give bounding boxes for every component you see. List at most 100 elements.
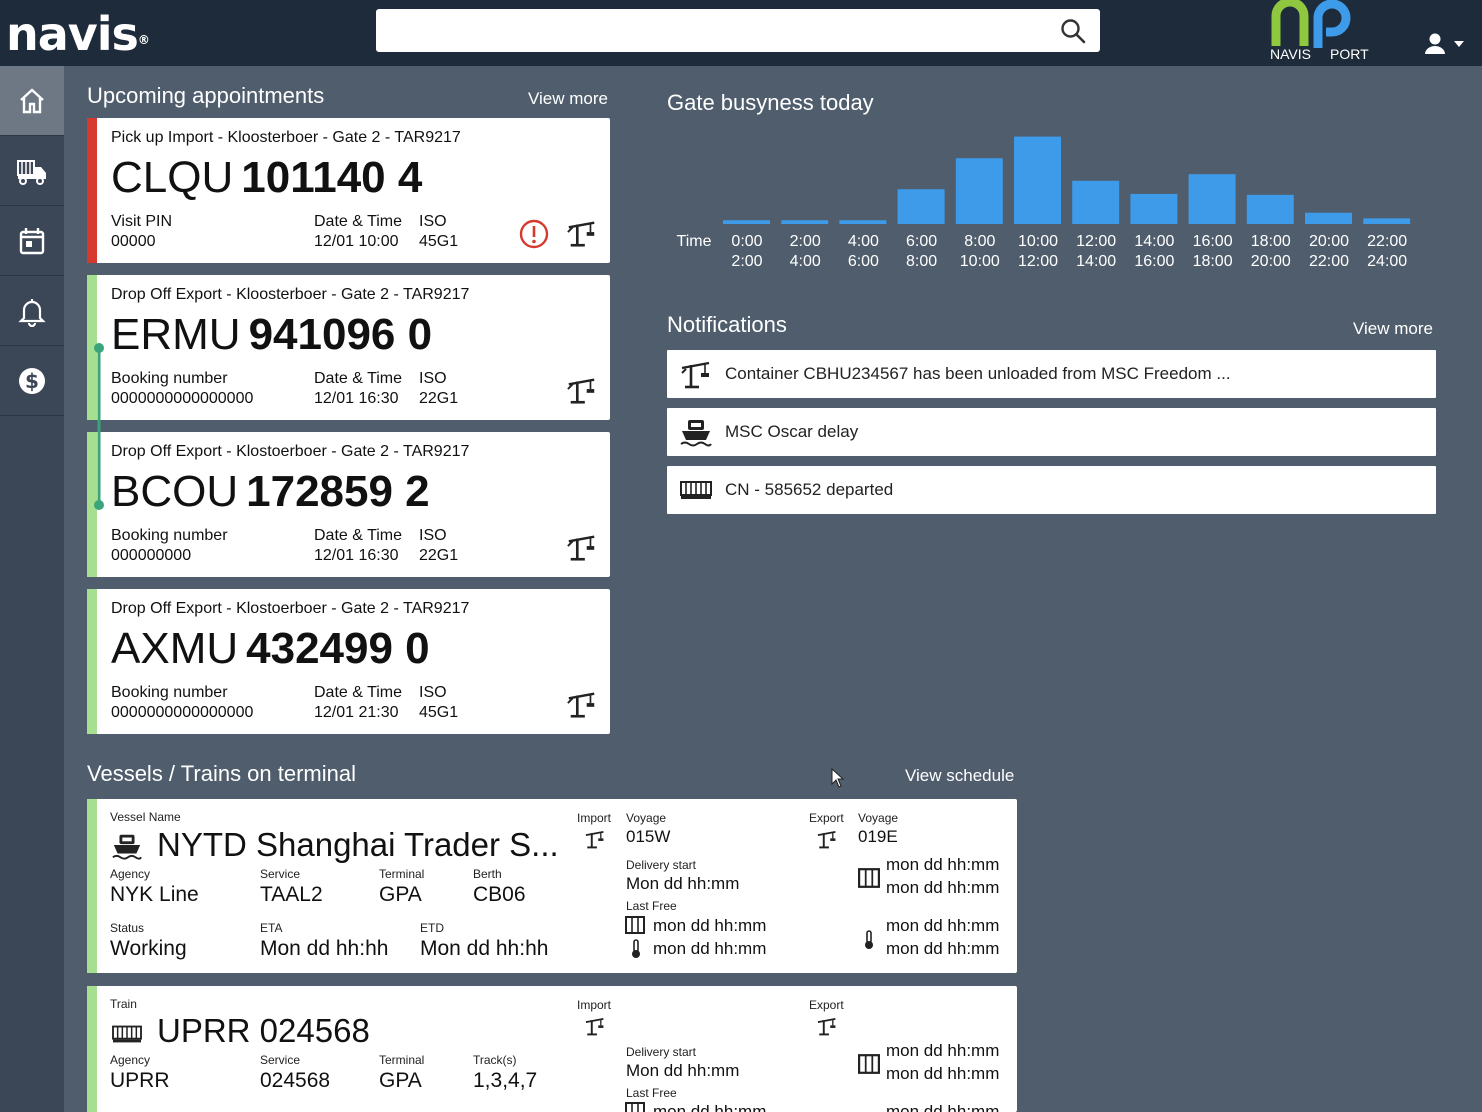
vessel-terminal: GPA — [379, 883, 422, 906]
crane-icon — [681, 361, 710, 389]
chart-bar — [897, 189, 945, 224]
vessel-export-voyage-label: Voyage — [858, 811, 899, 825]
timeline-connector — [94, 343, 104, 510]
gate-busyness-chart: Time 0:00 2:00 2:00 4:00 4:00 6:00 6:00 8:00 8:0… — [668, 125, 1428, 285]
np-mark-icon — [1271, 0, 1351, 48]
tick-start: 12:00 — [1076, 233, 1117, 250]
train-delivery-start: Mon dd hh:mm — [626, 1061, 740, 1080]
crane-icon[interactable] — [566, 375, 598, 407]
container-icon — [858, 868, 880, 888]
nav-appointments[interactable] — [0, 206, 64, 276]
chart-bar — [1363, 218, 1411, 224]
chart-x-tick-label: 4:00 6:00 — [834, 232, 892, 272]
appointment-status-bar — [87, 589, 97, 734]
tick-start: 8:00 — [964, 233, 996, 250]
top-bar: navis® NAVIS PORT — [0, 0, 1482, 66]
thermometer-icon — [632, 939, 640, 958]
notifications-view-more-link[interactable]: View more — [1353, 319, 1433, 338]
appointment-datetime-label: Date & Time — [314, 684, 403, 701]
tick-start: 10:00 — [1017, 233, 1059, 250]
chart-plot — [723, 136, 1411, 224]
vessel-export-voyage: 019E — [858, 827, 898, 846]
appointment-header: Pick up Import - Kloosterboer - Gate 2 -… — [111, 129, 461, 146]
appointment-label-1: Booking number — [111, 527, 228, 544]
appointments-view-more-link[interactable]: View more — [528, 89, 608, 108]
appointment-iso: 22G1 — [419, 547, 459, 564]
navis-logo[interactable]: navis® — [6, 7, 150, 61]
home-icon — [20, 87, 44, 113]
vessel-etd-label: ETD — [420, 921, 444, 935]
nav-home[interactable] — [0, 66, 64, 136]
tick-start: 0:00 — [731, 233, 763, 250]
chart-bar — [781, 220, 829, 224]
train-terminal-label: Terminal — [379, 1053, 425, 1067]
appointment-iso: 22G1 — [419, 390, 459, 407]
container-prefix: BCOU — [111, 467, 239, 516]
tick-end: 18:00 — [1192, 253, 1233, 270]
appointment-card[interactable]: Drop Off Export - Klostoerboer - Gate 2 … — [87, 589, 610, 734]
tick-end: 22:00 — [1308, 253, 1350, 270]
chart-x-tick-label: 0:00 2:00 — [718, 232, 776, 272]
nav-billing[interactable]: $ — [0, 346, 64, 416]
export-reefer-end: mon dd hh:mm — [886, 939, 1000, 958]
tick-end: 16:00 — [1134, 253, 1175, 270]
vessel-name: NYTD Shanghai Trader S... — [157, 826, 559, 863]
appointment-status-bar — [87, 118, 97, 263]
tick-end: 24:00 — [1367, 253, 1408, 270]
appointment-card[interactable]: Drop Off Export - Klostoerboer - Gate 2 … — [87, 432, 610, 577]
train-export-dry-start: mon dd hh:mm — [886, 1041, 1000, 1060]
chart-bar — [1014, 136, 1061, 224]
train-status-bar — [87, 986, 97, 1112]
tick-start: 16:00 — [1192, 233, 1233, 250]
chart-x-tick-label: 8:00 10:00 — [951, 232, 1009, 272]
alert-icon[interactable] — [519, 219, 549, 249]
notification-text: MSC Oscar delay — [725, 422, 859, 441]
last-free-dry: mon dd hh:mm — [653, 916, 767, 935]
crane-icon — [817, 1017, 836, 1036]
dollar-icon: $ — [19, 367, 45, 394]
notification-item[interactable]: Container CBHU234567 has been unloaded f… — [667, 350, 1436, 398]
appointment-iso-label: ISO — [419, 527, 447, 544]
train-delivery-start-label: Delivery start — [626, 1045, 697, 1059]
appointment-iso: 45G1 — [419, 704, 459, 721]
container-prefix: CLQU — [111, 153, 234, 202]
tick-end: 6:00 — [847, 253, 879, 270]
search-input[interactable] — [376, 9, 1100, 52]
crane-icon[interactable] — [566, 532, 598, 564]
appointment-value-1: 000000000 — [111, 547, 192, 564]
nav-trucking[interactable] — [0, 136, 64, 206]
appointment-status-bar — [87, 432, 97, 577]
notifications-title: Notifications — [667, 312, 787, 337]
train-card[interactable]: Train UPRR 024568 Agency UPRR Service 02… — [87, 986, 1017, 1112]
appointment-label-1: Visit PIN — [111, 213, 173, 230]
delivery-start: Mon dd hh:mm — [626, 874, 740, 893]
search-icon[interactable] — [1060, 18, 1086, 44]
view-schedule-link[interactable]: View schedule — [905, 766, 1015, 785]
notification-item[interactable]: MSC Oscar delay — [667, 408, 1436, 456]
container-digits: 172859 2 — [246, 467, 430, 516]
crane-icon[interactable] — [566, 689, 598, 721]
user-menu[interactable] — [1422, 30, 1470, 58]
appointment-datetime-label: Date & Time — [314, 527, 403, 544]
user-icon[interactable] — [1422, 30, 1470, 58]
appointment-card[interactable]: Drop Off Export - Kloosterboer - Gate 2 … — [87, 275, 610, 420]
appointment-card[interactable]: Pick up Import - Kloosterboer - Gate 2 -… — [87, 118, 610, 263]
crane-icon[interactable] — [566, 218, 598, 250]
container-icon — [625, 1102, 645, 1112]
tick-end: 20:00 — [1250, 253, 1291, 270]
ship-icon — [680, 420, 712, 447]
vessel-card[interactable]: Vessel Name NYTD Shanghai Trader S... Ag… — [87, 799, 1017, 973]
chart-x-tick-label: 20:00 22:00 — [1300, 232, 1358, 272]
tick-end: 8:00 — [906, 253, 938, 270]
appointment-header: Drop Off Export - Kloosterboer - Gate 2 … — [111, 286, 470, 303]
chart-bar — [1246, 194, 1294, 224]
tick-end: 4:00 — [789, 253, 821, 270]
vessel-berth-label: Berth — [473, 867, 502, 881]
nav-notifications[interactable] — [0, 276, 64, 346]
container-number: ERMU 941096 0 — [111, 309, 432, 361]
appointment-label-1: Booking number — [111, 684, 228, 701]
notification-item[interactable]: CN - 585652 departed — [667, 466, 1436, 514]
delivery-start-label: Delivery start — [626, 858, 697, 872]
train-tracks-label: Track(s) — [473, 1053, 517, 1067]
chart-x-tick-label: 16:00 18:00 — [1184, 232, 1242, 272]
